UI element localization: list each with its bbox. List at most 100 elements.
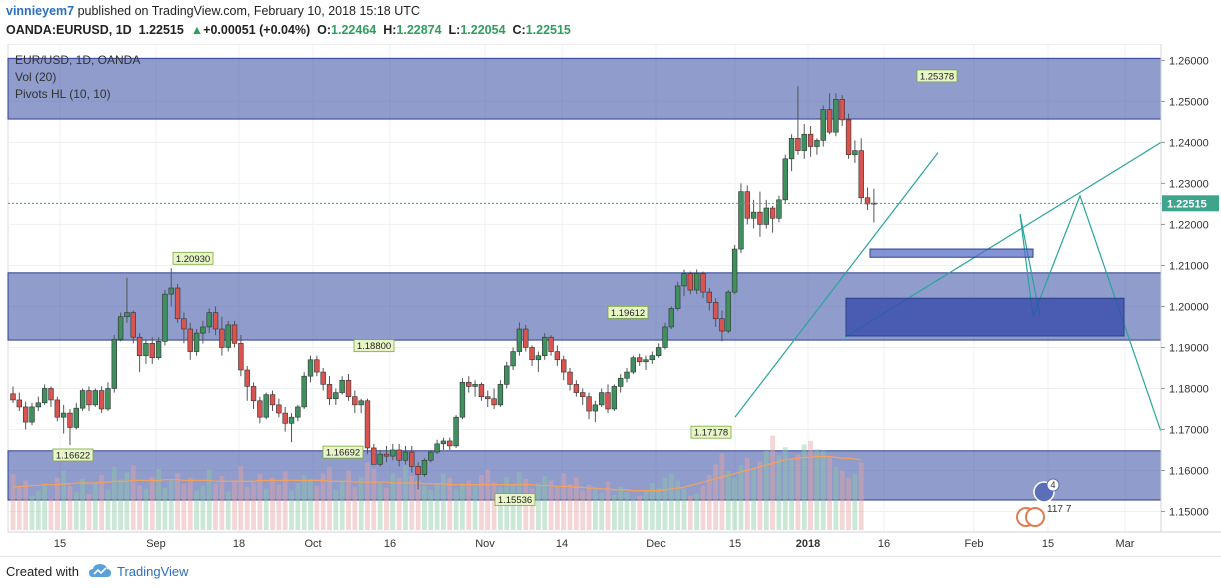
candle (16, 399, 23, 408)
candle (409, 451, 415, 467)
volume-bar (542, 476, 548, 530)
price-axis[interactable]: 1.26000 1.25000 1.24000 1.23000 1.22000 1.210… (1160, 44, 1221, 532)
price-tick-label: 1.26000 (1169, 55, 1209, 67)
candle (415, 466, 421, 475)
price-tick-label: 1.22000 (1169, 219, 1209, 231)
price-chart[interactable]: 1.16622 1.20930 1.18800 1.16692 1.15536 1.196… (0, 44, 1221, 556)
volume-bar (554, 486, 560, 530)
candle (554, 351, 561, 361)
candle (396, 449, 402, 461)
volume-bar (599, 493, 605, 530)
price-change: +0.00051 (+0.04%) (203, 23, 311, 37)
volume-bar (42, 483, 48, 530)
candle (788, 138, 795, 160)
volume-bar (738, 465, 744, 530)
volume-bar (295, 483, 301, 530)
candle (814, 140, 820, 147)
tradingview-link[interactable]: TradingView (117, 564, 189, 579)
drawings (8, 141, 1162, 432)
volume-bar (460, 483, 465, 530)
candle (459, 382, 466, 418)
author-name[interactable]: vinnieyem7 (6, 4, 75, 18)
eu-flag-icon[interactable] (1025, 507, 1045, 527)
candles (10, 86, 877, 490)
price-tick-label: 1.19000 (1169, 342, 1209, 354)
candle (510, 351, 516, 367)
supply-demand-zone (7, 450, 1162, 501)
trend-line (734, 152, 939, 418)
legend-volume: Vol (20) (15, 70, 56, 84)
volume-bar (206, 469, 212, 530)
volume-bar (143, 488, 149, 530)
candle (617, 377, 624, 387)
candle (276, 404, 282, 414)
candle (668, 308, 675, 328)
volume-bar (16, 486, 22, 530)
volume-bar (548, 480, 554, 530)
symbol-info: OANDA:EURUSD, 1D 1.22515 ▲+0.00051 (+0.0… (6, 23, 571, 37)
candle (136, 336, 143, 356)
candle (124, 312, 130, 318)
candle (244, 369, 250, 387)
time-tick-label: Sep (146, 538, 166, 550)
volume-bar (194, 490, 199, 530)
pivot-labels: 1.16622 1.20930 1.18800 1.16692 1.15536 1.196… (52, 69, 958, 506)
candle (516, 328, 523, 352)
volume-bar (352, 486, 358, 530)
volume-bar (801, 444, 807, 530)
pivot-label-box (172, 251, 214, 265)
volume-bar (333, 489, 339, 530)
candle (598, 392, 605, 406)
candle (41, 388, 48, 404)
tradingview-cloud-icon[interactable] (88, 562, 112, 585)
volume-bar (187, 477, 193, 530)
volume-bar (130, 465, 136, 530)
volume-bar (339, 481, 345, 530)
volume-bar (567, 484, 573, 530)
price-tick-label: 1.23000 (1169, 178, 1209, 190)
volume-bar (225, 491, 231, 530)
volume-bar (453, 488, 459, 530)
time-axis[interactable]: 15 Sep 18 Oct 16 Nov 14 Dec 15 2018 16 Feb 15 Mar (8, 531, 1221, 550)
event-badges[interactable]: 4 117 7 (1016, 478, 1072, 527)
price-tick-label: 1.15000 (1169, 506, 1209, 518)
volume-bar (592, 488, 598, 530)
candle (200, 326, 206, 334)
volume-bar (744, 458, 750, 530)
candle (693, 273, 700, 291)
volume-bar (580, 490, 586, 530)
candle (725, 291, 731, 332)
candle (206, 312, 212, 328)
volume-bar (573, 477, 579, 530)
time-tick-label: 18 (233, 538, 245, 550)
candle (326, 384, 333, 400)
volume-bar (479, 475, 484, 530)
price-tick-label: 1.24000 (1169, 137, 1209, 149)
volume-bar (719, 453, 725, 530)
candle (497, 384, 504, 406)
volume-bar (365, 462, 370, 530)
candle (130, 312, 136, 338)
price-tick-label: 1.18000 (1169, 383, 1209, 395)
candle (155, 341, 162, 359)
volume-bar (219, 476, 225, 530)
candle (466, 382, 472, 387)
volume-bar (814, 449, 820, 530)
candle (377, 453, 383, 465)
pivot-label-box (353, 339, 395, 353)
time-tick-label: Nov (475, 538, 495, 550)
candle (750, 211, 757, 219)
close-value: 1.22515 (525, 23, 571, 37)
volume-bar (80, 478, 86, 530)
badge-value: 117 7 (1047, 504, 1072, 515)
volume-bar (156, 468, 161, 530)
candle (307, 359, 314, 377)
candle (472, 384, 478, 387)
volume-bar (668, 473, 674, 530)
candle (795, 138, 801, 151)
candle (314, 359, 320, 373)
candle (776, 199, 782, 219)
volume-bar (415, 480, 421, 530)
candle (611, 386, 618, 410)
volume-bar (282, 471, 288, 530)
